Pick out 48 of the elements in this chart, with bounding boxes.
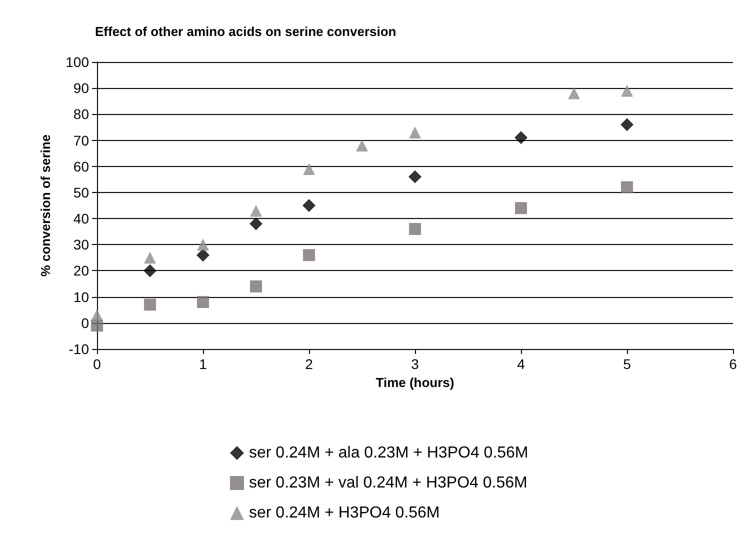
y-tick-label: 70 (73, 132, 90, 148)
legend-label: ser 0.23M + val 0.24M + H3PO4 0.56M (249, 474, 528, 492)
x-tick-label: 6 (729, 356, 738, 372)
y-tick-label: 60 (73, 158, 90, 174)
legend-label: ser 0.24M + ala 0.23M + H3PO4 0.56M (249, 444, 528, 462)
x-tick-label: 5 (623, 356, 632, 372)
point (144, 298, 156, 311)
x-tick-label: 1 (199, 356, 208, 372)
point (250, 217, 262, 230)
x-tick-label: 4 (517, 356, 526, 372)
point (356, 139, 368, 152)
y-axis-title: % conversion of serine (38, 134, 53, 277)
point (409, 126, 421, 138)
y-tick-label: 90 (73, 80, 90, 96)
point (144, 264, 156, 278)
point (620, 118, 634, 132)
point (303, 249, 315, 262)
point (302, 199, 316, 212)
point (408, 170, 422, 184)
point (303, 162, 315, 175)
point (250, 204, 262, 217)
point (621, 84, 633, 97)
point (621, 181, 633, 194)
legend-label: ser 0.24M + H3PO4 0.56M (249, 504, 440, 522)
point (514, 131, 528, 144)
point (196, 248, 210, 262)
y-tick-label: 10 (73, 288, 90, 305)
y-tick-label: 80 (73, 106, 90, 122)
point (568, 87, 580, 100)
y-tick-label: 100 (66, 54, 90, 70)
point (409, 222, 421, 235)
y-tick-label: 0 (81, 314, 90, 331)
chart-title: Effect of other amino acids on serine conversion (95, 24, 396, 39)
point (144, 252, 156, 264)
point (515, 202, 527, 214)
point (91, 309, 103, 322)
x-axis-title: Time (hours) (376, 374, 454, 390)
point (250, 280, 262, 292)
x-tick-label: 3 (411, 356, 420, 372)
x-tick-label: 0 (93, 356, 102, 372)
y-tick-label: 50 (73, 184, 90, 200)
y-tick-label: 30 (73, 236, 90, 253)
y-tick-label: 40 (73, 210, 90, 227)
point (197, 238, 209, 251)
x-tick-label: 2 (305, 356, 314, 372)
y-tick-label: 20 (73, 262, 90, 279)
y-tick-label: -10 (68, 341, 90, 357)
point (197, 296, 209, 308)
